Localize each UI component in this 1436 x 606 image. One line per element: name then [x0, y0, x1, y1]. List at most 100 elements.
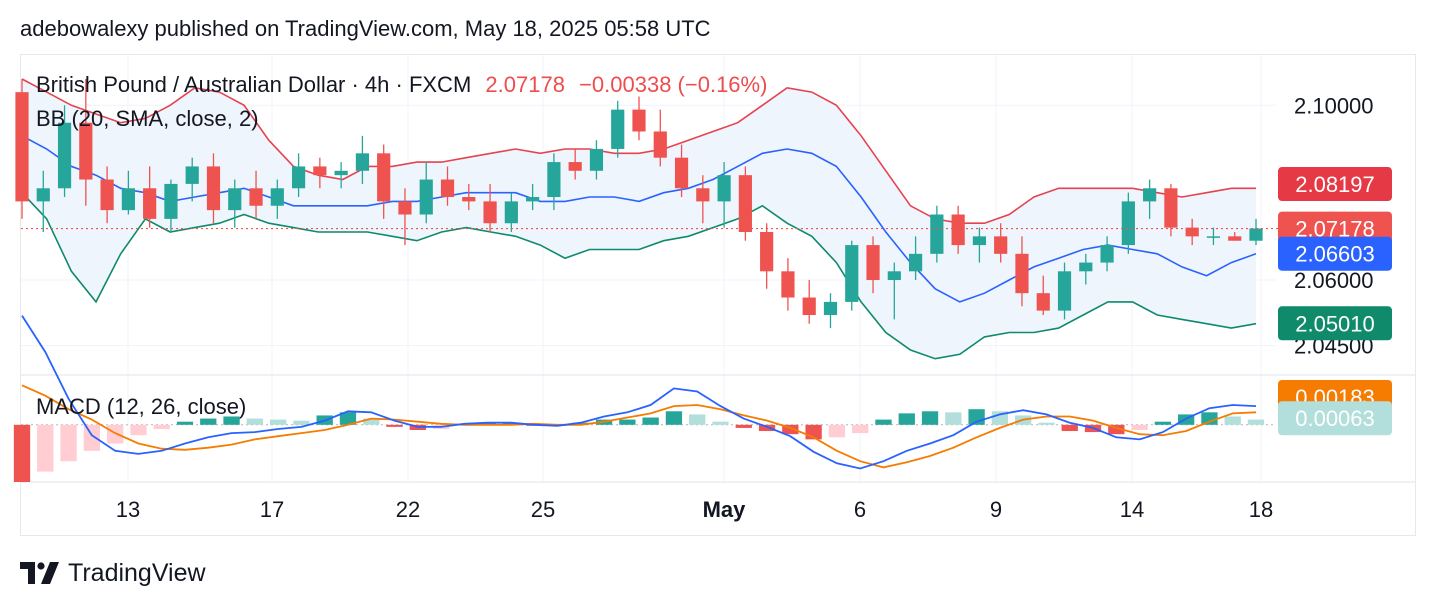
- legend-macd[interactable]: MACD (12, 26, close): [36, 394, 247, 419]
- x-tick-label: May: [703, 497, 747, 522]
- candle-body: [398, 201, 412, 215]
- candle-body: [249, 188, 263, 206]
- candle-body: [419, 179, 433, 215]
- publisher-caption: adebowalexy published on TradingView.com…: [20, 16, 711, 41]
- macd-histogram-bar: [269, 419, 287, 425]
- legend-symbol-row[interactable]: British Pound / Australian Dollar · 4h ·…: [36, 72, 767, 98]
- bb-basis-badge-label: 2.06603: [1295, 242, 1375, 267]
- legend-bb[interactable]: BB (20, SMA, close, 2): [36, 106, 259, 131]
- macd-histogram-bar: [991, 411, 1009, 425]
- macd-histogram-bar: [200, 418, 217, 425]
- macd-histogram-bar: [712, 421, 729, 425]
- candle-body: [653, 131, 667, 158]
- candle-body: [185, 166, 199, 184]
- macd-histogram-bar: [875, 419, 892, 425]
- candle-body: [866, 245, 880, 281]
- macd-histogram-bar: [852, 424, 869, 434]
- macd-histogram-bar: [1201, 412, 1218, 425]
- macd-histogram-bar: [153, 424, 170, 429]
- macd-histogram-bar: [13, 424, 31, 482]
- candle-body: [802, 297, 816, 316]
- candle-body: [951, 214, 965, 246]
- footer-brand: TradingView: [68, 558, 206, 587]
- candle-body: [760, 231, 774, 272]
- candle-body: [568, 162, 582, 171]
- macd-histogram-bar: [386, 424, 403, 427]
- candle-body: [717, 175, 731, 202]
- macd-value-badge: [1278, 401, 1392, 436]
- bollinger-bands: [21, 78, 1257, 360]
- price-badges: 2.081972.071782.066032.050100.001830.000…: [1278, 167, 1392, 436]
- macd-histogram-bar: [339, 412, 357, 425]
- macd-histogram-bar: [60, 424, 77, 462]
- candles: [15, 79, 1263, 329]
- macd-histogram-bar: [176, 421, 194, 425]
- tradingview-logo-icon: [20, 562, 59, 584]
- macd-histogram-bar: [758, 424, 776, 432]
- macd-histogram-bar: [642, 417, 659, 425]
- candle-body: [845, 245, 859, 302]
- candle-body: [228, 188, 242, 211]
- macd-histogram-bar: [1108, 424, 1125, 435]
- macd-histogram-bar: [1131, 424, 1148, 430]
- macd-histogram-bar: [945, 412, 962, 425]
- candle-body: [1143, 188, 1157, 202]
- macd-pane: [13, 315, 1276, 482]
- candle-body: [1100, 245, 1114, 263]
- candle-body: [887, 271, 901, 281]
- x-tick-label: 18: [1249, 497, 1273, 522]
- x-tick-label: 14: [1120, 497, 1144, 522]
- bb-fill: [22, 79, 1256, 359]
- candle-body: [15, 92, 29, 202]
- candle-body: [100, 179, 114, 211]
- macd-histogram-bar: [502, 422, 520, 425]
- macd-histogram-bar: [130, 424, 147, 436]
- macd-histogram-bar: [1224, 416, 1241, 425]
- legend-symbol: British Pound / Australian Dollar · 4h ·…: [36, 72, 472, 97]
- candle-body: [334, 170, 348, 176]
- candle-body: [1249, 228, 1263, 241]
- candle-body: [1015, 253, 1029, 294]
- macd-histogram-bar: [735, 424, 752, 428]
- macd-histogram-bar: [689, 414, 706, 425]
- macd-histogram-bar: [479, 422, 496, 425]
- x-tick-label: 25: [531, 497, 555, 522]
- candle-body: [1164, 188, 1178, 228]
- candle-body: [313, 166, 327, 176]
- candle-body: [1228, 236, 1242, 241]
- candle-body: [1036, 293, 1050, 311]
- macd-histogram-bar: [363, 418, 380, 425]
- chart-frame[interactable]: [20, 54, 1416, 536]
- candle-body: [57, 122, 72, 189]
- macd-histogram-bar: [898, 413, 915, 425]
- candle-body: [291, 166, 306, 189]
- candle-body: [994, 236, 1008, 254]
- macd-histogram-bar: [83, 424, 100, 451]
- macd-histogram-bar: [782, 424, 799, 435]
- macd-histogram-bar: [828, 424, 846, 438]
- candle-body: [143, 188, 157, 219]
- macd-histogram-bar: [293, 420, 310, 425]
- macd-histogram-bar: [1247, 419, 1265, 425]
- price-tick-label: 2.10000: [1294, 93, 1374, 118]
- candle-body: [589, 148, 604, 171]
- bb-upper-line: [21, 78, 1256, 224]
- candle-body: [674, 157, 689, 189]
- x-tick-label: 6: [854, 497, 866, 522]
- candle-body: [930, 214, 944, 254]
- macd-histogram-bar: [619, 419, 636, 425]
- x-tick-label: 22: [396, 497, 420, 522]
- candle-body: [611, 109, 625, 149]
- candle-body: [738, 175, 752, 232]
- x-tick-label: 9: [990, 497, 1002, 522]
- bb-lower-badge: [1278, 306, 1392, 341]
- candle-body: [121, 188, 135, 211]
- candle-body: [270, 188, 284, 206]
- macd-histogram-bar: [37, 424, 54, 472]
- bb-upper-badge-label: 2.08197: [1295, 172, 1375, 197]
- candle-body: [1121, 201, 1135, 246]
- macd-histogram-bar: [246, 418, 263, 425]
- macd-histogram-bar: [921, 411, 939, 425]
- bb-lower-badge-label: 2.05010: [1295, 311, 1375, 336]
